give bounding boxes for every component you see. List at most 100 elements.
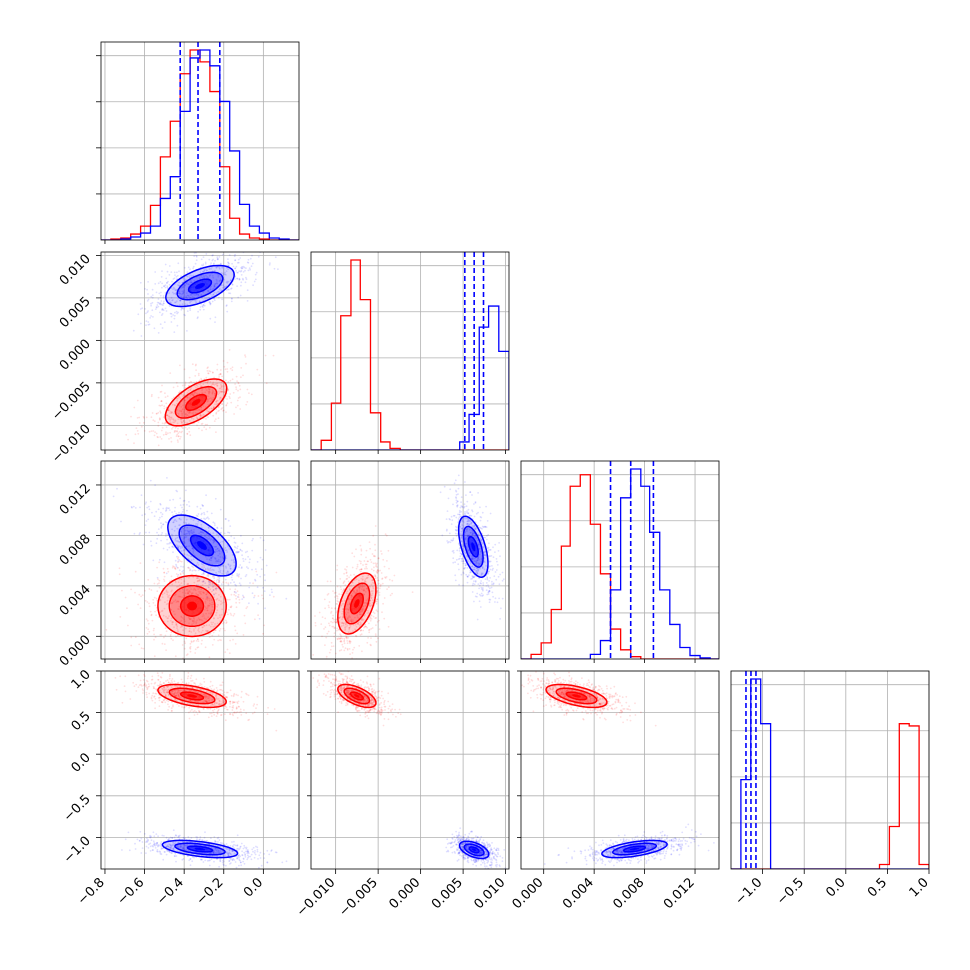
- sample-point: [345, 572, 348, 575]
- density-fill-red: [191, 399, 201, 406]
- sample-point: [151, 699, 154, 702]
- sample-point: [179, 560, 182, 562]
- sample-point: [476, 559, 479, 562]
- sample-point: [195, 622, 198, 625]
- sample-point: [157, 436, 159, 439]
- sample-point: [366, 577, 368, 579]
- sample-point: [206, 574, 209, 577]
- sample-point: [176, 397, 179, 400]
- sample-point: [207, 296, 210, 299]
- sample-point: [480, 580, 482, 582]
- sample-point: [192, 622, 195, 624]
- sample-point: [333, 620, 336, 623]
- sample-point: [199, 507, 202, 510]
- sample-point: [219, 372, 222, 375]
- sample-point: [274, 256, 277, 259]
- sample-point: [184, 536, 187, 539]
- sample-point: [480, 539, 483, 541]
- sample-point: [384, 577, 387, 579]
- sample-point: [218, 267, 221, 270]
- sample-point: [461, 534, 463, 537]
- sample-point: [222, 622, 225, 625]
- sample-point: [216, 560, 219, 563]
- sample-point: [229, 393, 232, 395]
- sample-point: [188, 711, 190, 714]
- sample-point: [189, 412, 191, 414]
- sample-point: [229, 700, 232, 703]
- sample-point: [214, 269, 216, 272]
- sample-point: [203, 269, 206, 272]
- sample-point: [381, 582, 384, 585]
- sample-point: [275, 571, 278, 574]
- sample-point: [223, 391, 226, 394]
- sample-point: [217, 390, 219, 393]
- sample-point: [233, 255, 236, 258]
- sample-point: [211, 389, 214, 392]
- sample-point: [473, 583, 476, 586]
- sample-point: [119, 616, 122, 618]
- sample-point: [134, 570, 137, 573]
- sample-point: [211, 634, 214, 637]
- sample-point: [360, 613, 362, 616]
- sample-point: [197, 386, 199, 388]
- sample-point: [168, 305, 171, 307]
- sample-point: [203, 276, 206, 278]
- sample-point: [461, 557, 463, 560]
- sample-point: [200, 377, 203, 380]
- sample-point: [235, 693, 238, 696]
- sample-point: [488, 601, 491, 604]
- sample-point: [183, 368, 186, 371]
- sample-point: [162, 567, 165, 570]
- sample-point: [220, 583, 223, 586]
- sample-point: [182, 292, 185, 295]
- sample-point: [351, 592, 354, 595]
- sample-point: [220, 381, 223, 384]
- sample-point: [478, 553, 481, 556]
- sample-point: [340, 640, 342, 642]
- sample-point: [369, 616, 372, 619]
- sample-point: [450, 523, 453, 525]
- sample-point: [215, 598, 218, 601]
- sample-point: [238, 550, 241, 553]
- sample-point: [147, 298, 150, 301]
- sample-point: [370, 590, 373, 592]
- sample-point: [229, 588, 232, 591]
- sample-point: [225, 404, 228, 406]
- sample-point: [143, 430, 146, 432]
- sample-point: [211, 407, 213, 410]
- sample-point: [197, 629, 200, 632]
- sample-point: [225, 518, 227, 520]
- sample-point: [463, 505, 466, 508]
- sample-point: [242, 594, 244, 597]
- sample-point: [451, 550, 454, 553]
- sample-point: [197, 295, 199, 297]
- sample-point: [346, 649, 349, 651]
- sample-point: [228, 598, 231, 601]
- sample-point: [177, 573, 180, 576]
- sample-point: [342, 608, 344, 611]
- sample-point: [169, 633, 172, 636]
- sample-point: [179, 398, 182, 400]
- sample-point: [192, 640, 195, 643]
- sample-point: [455, 501, 458, 504]
- sample-point: [180, 582, 183, 585]
- sample-point: [385, 576, 388, 578]
- sample-point: [200, 414, 203, 417]
- sample-point: [343, 642, 346, 645]
- sample-point: [154, 701, 157, 704]
- sample-point: [168, 292, 171, 294]
- sample-point: [183, 412, 185, 414]
- sample-point: [455, 490, 458, 493]
- sample-point: [221, 390, 224, 393]
- sample-point: [253, 703, 256, 706]
- sample-point: [228, 254, 231, 256]
- sample-point: [174, 419, 177, 422]
- sample-point: [200, 517, 203, 520]
- sample-point: [372, 534, 375, 537]
- sample-point: [154, 604, 157, 607]
- sample-point: [182, 420, 185, 423]
- sample-point: [118, 567, 121, 570]
- sample-point: [254, 578, 256, 581]
- sample-point: [173, 529, 176, 532]
- sample-point: [362, 605, 365, 608]
